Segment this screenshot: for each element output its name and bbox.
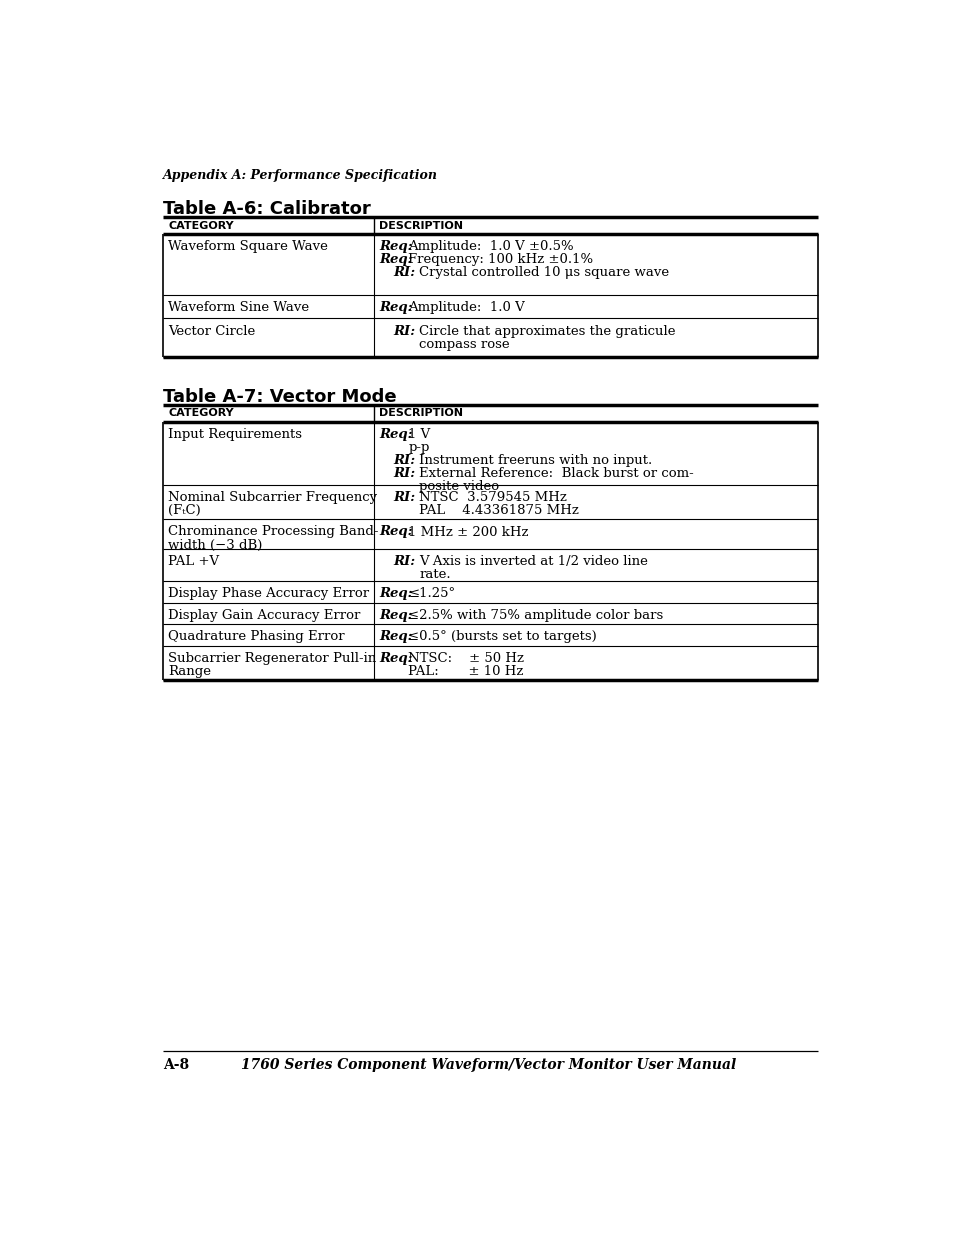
Text: Subcarrier Regenerator Pull-in: Subcarrier Regenerator Pull-in	[168, 652, 375, 664]
Text: A-8: A-8	[163, 1057, 190, 1072]
Text: Nominal Subcarrier Frequency: Nominal Subcarrier Frequency	[168, 490, 376, 504]
Text: DESCRIPTION: DESCRIPTION	[378, 221, 462, 231]
Text: RI:: RI:	[393, 454, 415, 467]
Text: NTSC  3.579545 MHz: NTSC 3.579545 MHz	[418, 490, 566, 504]
Text: Quadrature Phasing Error: Quadrature Phasing Error	[168, 630, 344, 643]
Text: 1760 Series Component Waveform/Vector Monitor User Manual: 1760 Series Component Waveform/Vector Mo…	[241, 1057, 736, 1072]
Text: Waveform Sine Wave: Waveform Sine Wave	[168, 301, 309, 315]
Text: NTSC:    ± 50 Hz: NTSC: ± 50 Hz	[408, 652, 524, 664]
Text: Table A-6: Calibrator: Table A-6: Calibrator	[163, 200, 371, 217]
Text: width (−3 dB): width (−3 dB)	[168, 538, 262, 552]
Text: Table A-7: Vector Mode: Table A-7: Vector Mode	[163, 388, 396, 405]
Text: Req:: Req:	[378, 630, 412, 643]
Text: Appendix A: Performance Specification: Appendix A: Performance Specification	[163, 169, 438, 182]
Text: Req:: Req:	[378, 652, 412, 664]
Text: RI:: RI:	[393, 325, 415, 337]
Text: RI:: RI:	[393, 490, 415, 504]
Text: PAL    4.43361875 MHz: PAL 4.43361875 MHz	[418, 504, 578, 517]
Text: Chrominance Processing Band-: Chrominance Processing Band-	[168, 526, 378, 538]
Text: (FₜC): (FₜC)	[168, 504, 201, 517]
Text: posite video: posite video	[418, 480, 498, 493]
Text: V Axis is inverted at 1/2 video line: V Axis is inverted at 1/2 video line	[418, 555, 647, 568]
Text: ≤2.5% with 75% amplitude color bars: ≤2.5% with 75% amplitude color bars	[408, 609, 663, 621]
Text: Req:: Req:	[378, 587, 412, 600]
Text: Waveform Square Wave: Waveform Square Wave	[168, 240, 328, 253]
Text: DESCRIPTION: DESCRIPTION	[378, 409, 462, 419]
Text: CATEGORY: CATEGORY	[168, 409, 233, 419]
Text: Crystal controlled 10 μs square wave: Crystal controlled 10 μs square wave	[418, 266, 669, 279]
Text: rate.: rate.	[418, 568, 451, 580]
Text: ≤0.5° (bursts set to targets): ≤0.5° (bursts set to targets)	[408, 630, 597, 643]
Text: Display Phase Accuracy Error: Display Phase Accuracy Error	[168, 587, 369, 600]
Text: CATEGORY: CATEGORY	[168, 221, 233, 231]
Text: RI:: RI:	[393, 467, 415, 480]
Text: Circle that approximates the graticule: Circle that approximates the graticule	[418, 325, 675, 337]
Text: Req:: Req:	[378, 427, 412, 441]
Text: p-p: p-p	[408, 441, 429, 453]
Text: RI:: RI:	[393, 266, 415, 279]
Text: Req:: Req:	[378, 253, 412, 266]
Text: External Reference:  Black burst or com-: External Reference: Black burst or com-	[418, 467, 693, 480]
Text: Amplitude:  1.0 V ±0.5%: Amplitude: 1.0 V ±0.5%	[408, 240, 574, 253]
Text: 1 V: 1 V	[408, 427, 430, 441]
Text: Amplitude:  1.0 V: Amplitude: 1.0 V	[408, 301, 524, 315]
Text: Instrument freeruns with no input.: Instrument freeruns with no input.	[418, 454, 652, 467]
Text: Display Gain Accuracy Error: Display Gain Accuracy Error	[168, 609, 360, 621]
Text: Req:: Req:	[378, 240, 412, 253]
Text: Vector Circle: Vector Circle	[168, 325, 255, 337]
Text: Req:: Req:	[378, 526, 412, 538]
Text: PAL:       ± 10 Hz: PAL: ± 10 Hz	[408, 664, 523, 678]
Text: Range: Range	[168, 664, 211, 678]
Text: PAL +V: PAL +V	[168, 555, 219, 568]
Text: Input Requirements: Input Requirements	[168, 427, 302, 441]
Text: RI:: RI:	[393, 555, 415, 568]
Text: ≤1.25°: ≤1.25°	[408, 587, 455, 600]
Text: compass rose: compass rose	[418, 337, 509, 351]
Text: 1 MHz ± 200 kHz: 1 MHz ± 200 kHz	[408, 526, 528, 538]
Text: Req:: Req:	[378, 301, 412, 315]
Text: Req:: Req:	[378, 609, 412, 621]
Text: Frequency: 100 kHz ±0.1%: Frequency: 100 kHz ±0.1%	[408, 253, 593, 266]
